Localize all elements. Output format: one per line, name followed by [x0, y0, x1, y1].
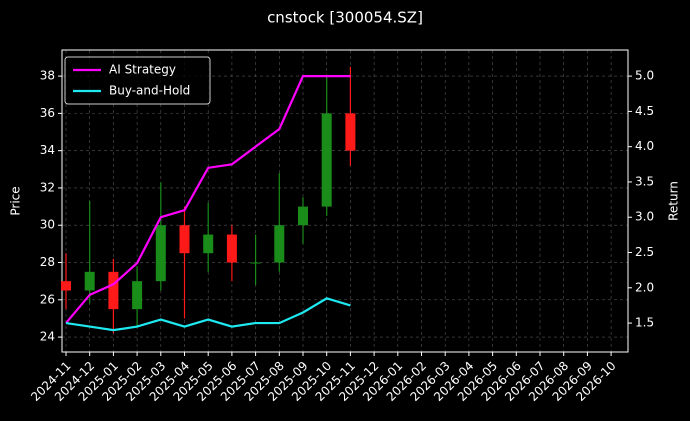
y-tick-label: 26	[40, 292, 55, 306]
y-tick-label: 38	[40, 69, 55, 83]
y2-tick-label: 3.0	[635, 210, 654, 224]
y-tick-label: 28	[40, 255, 55, 269]
series-line	[65, 297, 351, 332]
candle-body	[345, 113, 356, 151]
legend-label: AI Strategy	[109, 63, 176, 77]
series-line	[65, 75, 351, 324]
candle-body	[155, 225, 166, 282]
plot-frame	[61, 49, 629, 353]
y-tick-label: 36	[40, 106, 55, 120]
candle-body	[250, 262, 261, 264]
legend-label: Buy-and-Hold	[109, 84, 190, 98]
candle-body	[274, 225, 285, 263]
candle-body	[84, 271, 95, 291]
candle-body	[321, 113, 332, 207]
y-tick-label: 24	[40, 330, 55, 344]
y2-tick-label: 5.0	[635, 69, 654, 83]
y2-tick-label: 3.5	[635, 174, 654, 188]
y2-tick-label: 2.5	[635, 245, 654, 259]
legend-box	[64, 56, 211, 105]
chart-title: cnstock [300054.SZ]	[267, 9, 423, 27]
y2-tick-label: 4.5	[635, 104, 654, 118]
candle-body	[61, 281, 71, 291]
y2-tick-label: 1.5	[635, 316, 654, 330]
candle-body	[132, 281, 143, 310]
candle-body	[203, 234, 214, 254]
y2-tick-label: 2.0	[635, 280, 654, 294]
y2-axis-label: Return	[667, 181, 681, 221]
y2-tick-label: 4.0	[635, 139, 654, 153]
candle-body	[226, 234, 237, 263]
y-tick-label: 34	[40, 143, 55, 157]
y-axis-label: Price	[9, 186, 23, 215]
y-tick-label: 32	[40, 180, 55, 194]
candle-body	[179, 225, 190, 254]
y-tick-label: 30	[40, 218, 55, 232]
candle-body	[298, 206, 308, 226]
candle-body	[108, 271, 119, 310]
